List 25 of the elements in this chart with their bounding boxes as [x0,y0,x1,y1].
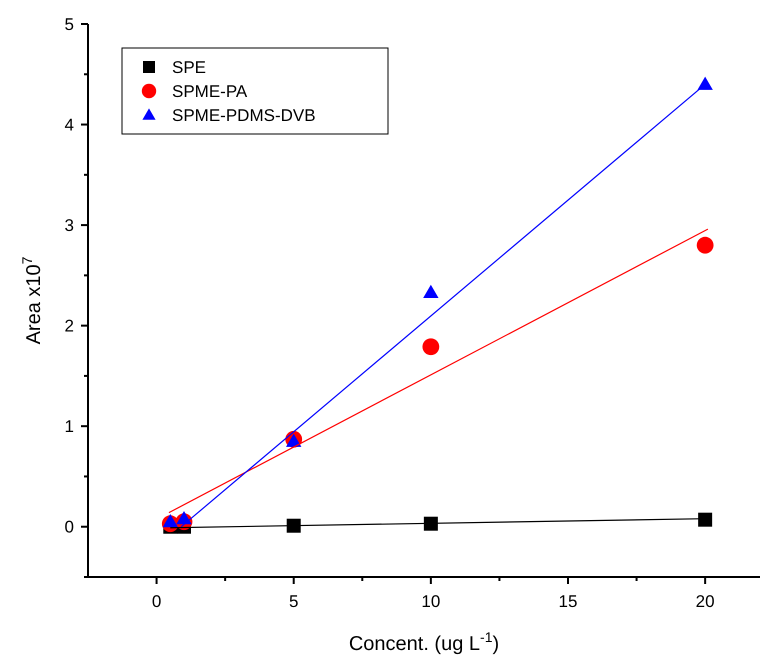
y-tick-label: 4 [64,116,74,135]
x-tick-label: 15 [558,592,578,611]
point [697,76,713,90]
point [286,518,301,533]
legend-label: SPME-PA [172,82,248,101]
point [286,434,302,447]
x-tick-label: 0 [152,592,162,611]
y-tick-label: 5 [64,15,74,34]
point [162,514,178,528]
x-axis-title: Concent. (ug L$^{-1}$) [348,629,500,655]
point [424,516,438,531]
y-tick-label: 3 [64,216,74,236]
legend-label: SPME-PDMS-DVB [172,106,316,125]
point [698,512,712,527]
y-tick-label: 0 [64,518,74,537]
y-tick-label: 1 [64,417,74,436]
x-tick-label: 5 [288,592,298,611]
y-tick-label: 2 [64,316,74,336]
x-tick-label: 20 [696,592,715,611]
point [423,284,439,298]
point [696,236,714,254]
point [422,338,440,356]
point [176,510,192,524]
legend-label: SPE [172,58,206,77]
x-tick-label: 10 [421,592,440,611]
